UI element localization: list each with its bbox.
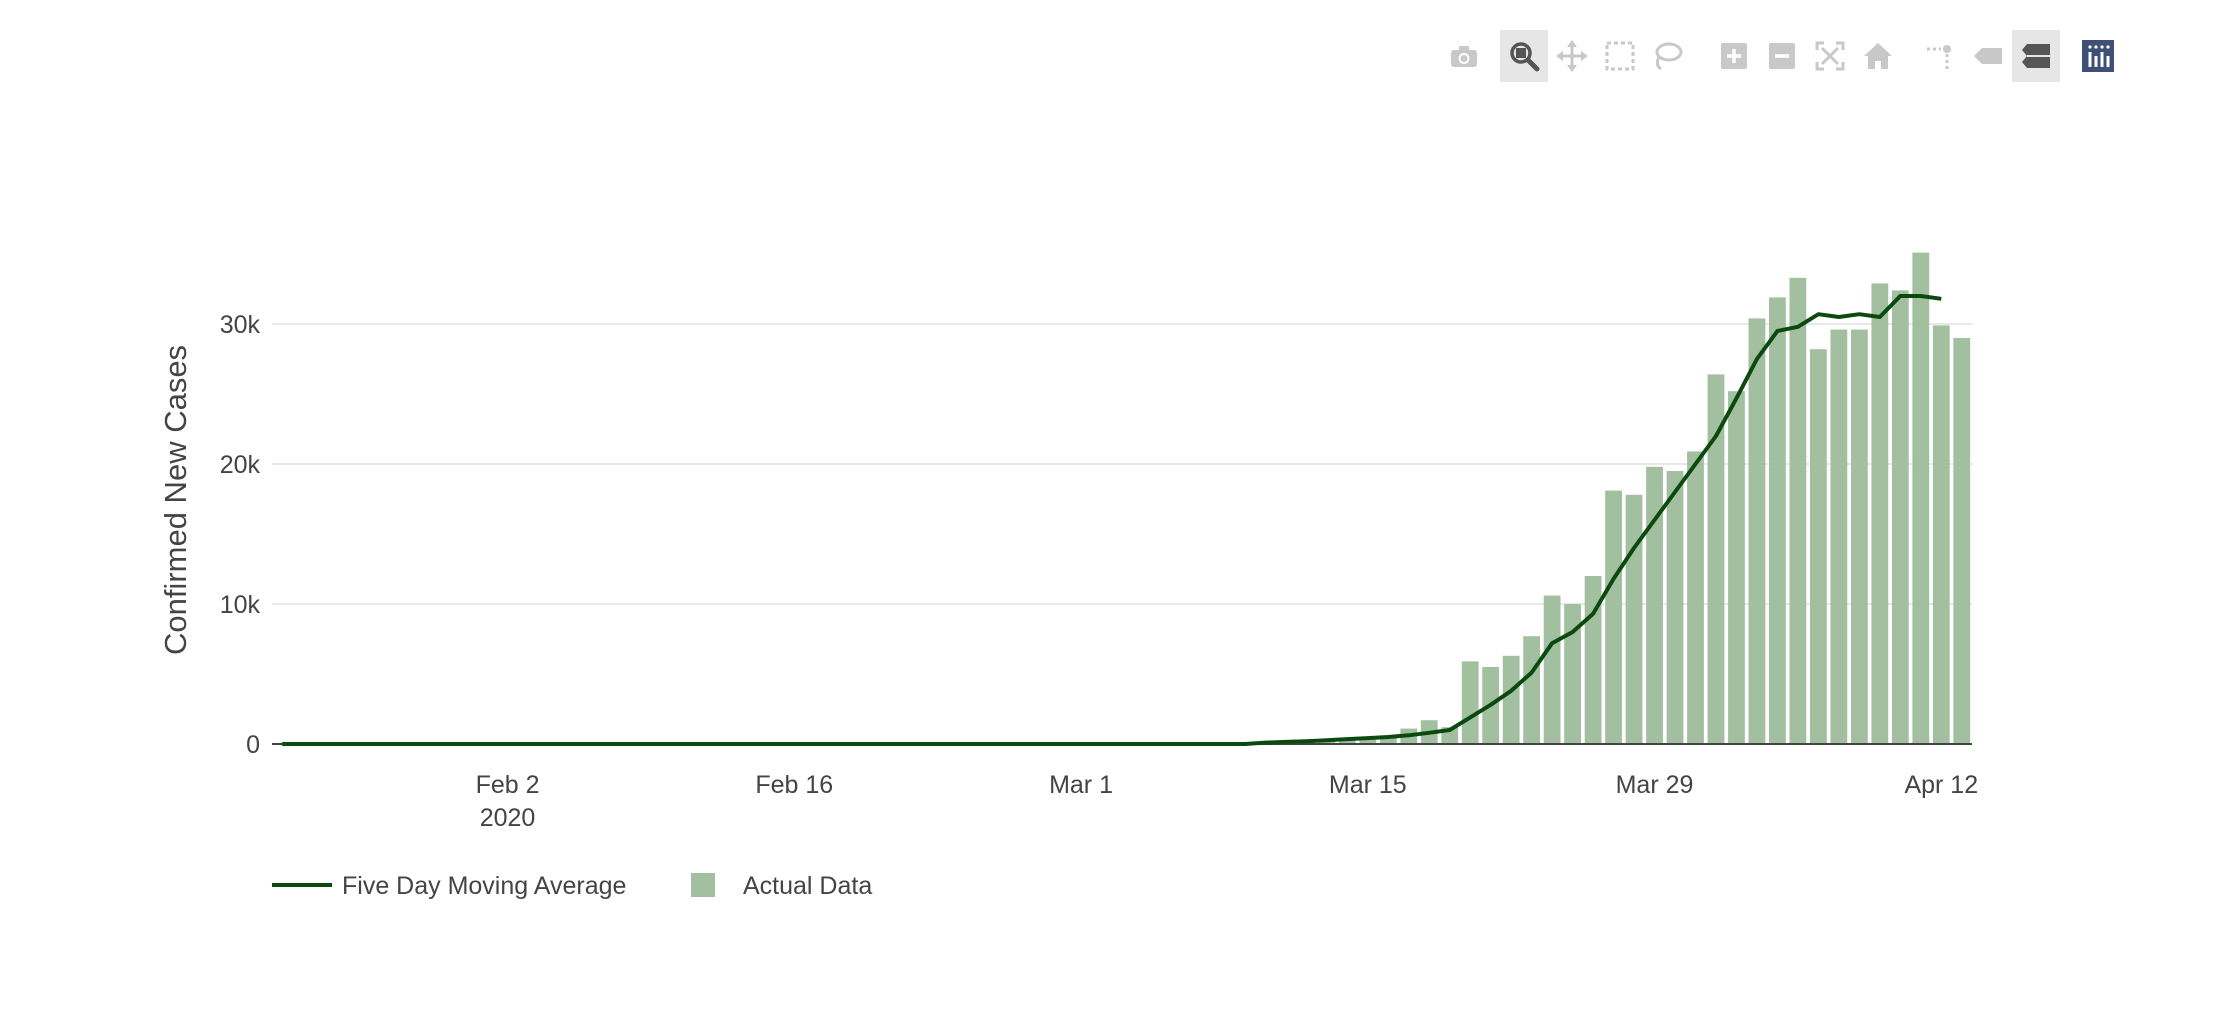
- bar[interactable]: [1707, 374, 1725, 744]
- hover-compare-icon[interactable]: [2012, 30, 2060, 82]
- bar[interactable]: [1564, 604, 1581, 744]
- y-tick-label: 20k: [220, 451, 261, 479]
- bar[interactable]: [1379, 735, 1397, 744]
- bar[interactable]: [1850, 329, 1868, 744]
- bar[interactable]: [1932, 325, 1950, 744]
- y-tick-label: 30k: [220, 311, 261, 339]
- bar[interactable]: [1605, 490, 1622, 744]
- bar[interactable]: [1461, 661, 1479, 744]
- box-select-icon[interactable]: [1596, 30, 1644, 82]
- bar[interactable]: [1789, 277, 1807, 744]
- autoscale-icon[interactable]: [1806, 30, 1854, 82]
- camera-icon[interactable]: [1440, 30, 1488, 82]
- bar[interactable]: [1809, 349, 1827, 744]
- bar[interactable]: [1666, 471, 1684, 744]
- bar[interactable]: [1338, 738, 1356, 744]
- x-tick-label: Feb 16: [755, 771, 833, 799]
- zoom-in-icon[interactable]: [1710, 30, 1758, 82]
- bar[interactable]: [1912, 252, 1930, 744]
- bar[interactable]: [1359, 737, 1377, 744]
- x-tick-year-label: 2020: [480, 804, 536, 832]
- y-tick-label: 0: [246, 731, 260, 759]
- bar[interactable]: [1625, 494, 1643, 744]
- pan-icon[interactable]: [1548, 30, 1596, 82]
- bar[interactable]: [1871, 283, 1889, 744]
- moving-average-line[interactable]: [282, 294, 1942, 746]
- bar[interactable]: [1543, 595, 1561, 744]
- modebar: [1440, 30, 2140, 84]
- bar[interactable]: [1523, 636, 1541, 744]
- line-series-moving-average: [282, 294, 1942, 746]
- x-tick-labels: Feb 2 2020 Feb 16 Mar 1 Mar 15 Mar 29 Apr 12: [476, 771, 1979, 832]
- bar[interactable]: [1891, 290, 1909, 744]
- bar[interactable]: [1502, 655, 1520, 744]
- legend[interactable]: Five Day Moving Average Actual Data: [272, 872, 872, 900]
- legend-label-moving-average[interactable]: Five Day Moving Average: [342, 872, 626, 900]
- bar[interactable]: [1953, 338, 1971, 744]
- legend-label-actual-data[interactable]: Actual Data: [743, 872, 872, 900]
- bar[interactable]: [1646, 466, 1663, 744]
- spike-lines-icon[interactable]: [1916, 30, 1964, 82]
- y-axis-title: Confirmed New Cases: [158, 345, 193, 655]
- zoom-icon[interactable]: [1500, 30, 1548, 82]
- bar[interactable]: [1687, 451, 1704, 744]
- y-tick-label: 10k: [220, 591, 261, 619]
- x-tick-label: Mar 29: [1616, 771, 1694, 799]
- bar[interactable]: [1748, 318, 1766, 744]
- x-tick-label: Feb 2: [476, 771, 540, 799]
- bar-series-actual-data: [1256, 252, 1971, 744]
- hover-closest-icon[interactable]: [1964, 30, 2012, 82]
- y-tick-labels: 0 10k 20k 30k: [220, 311, 261, 759]
- bar[interactable]: [1830, 329, 1848, 744]
- plotly-logo-icon[interactable]: [2074, 30, 2122, 82]
- zoom-out-icon[interactable]: [1758, 30, 1806, 82]
- x-tick-label: Mar 15: [1329, 771, 1407, 799]
- x-tick-label: Mar 1: [1049, 771, 1113, 799]
- reset-axes-icon[interactable]: [1854, 30, 1902, 82]
- x-tick-label: Apr 12: [1904, 771, 1978, 799]
- bar[interactable]: [1728, 391, 1745, 744]
- lasso-select-icon[interactable]: [1644, 30, 1692, 82]
- bar[interactable]: [1769, 297, 1786, 744]
- legend-swatch-actual-data: [691, 873, 715, 897]
